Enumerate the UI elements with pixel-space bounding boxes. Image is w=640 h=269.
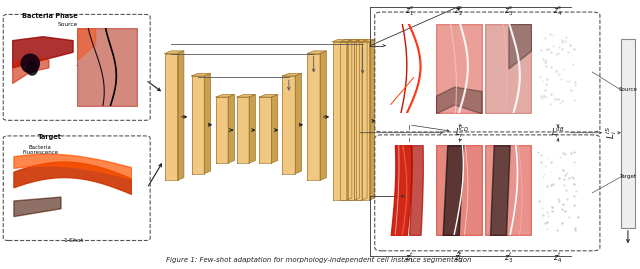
Polygon shape xyxy=(216,94,234,97)
Text: 1-Shot: 1-Shot xyxy=(63,238,84,243)
Text: $L_i^{CD}$: $L_i^{CD}$ xyxy=(454,125,469,140)
Text: $L_i^{CB}$: $L_i^{CB}$ xyxy=(551,125,565,140)
Polygon shape xyxy=(259,94,278,97)
Polygon shape xyxy=(216,97,228,163)
Polygon shape xyxy=(356,42,370,200)
Polygon shape xyxy=(370,40,375,200)
Polygon shape xyxy=(295,73,301,174)
Polygon shape xyxy=(307,54,320,180)
Polygon shape xyxy=(333,40,352,42)
Polygon shape xyxy=(282,76,295,174)
FancyBboxPatch shape xyxy=(621,39,635,228)
Text: Source: Source xyxy=(618,87,637,93)
Text: $z_3^s$: $z_3^s$ xyxy=(504,5,513,18)
Text: $z_1^t$: $z_1^t$ xyxy=(404,250,413,265)
Polygon shape xyxy=(355,40,360,200)
Polygon shape xyxy=(191,73,211,76)
Text: Source: Source xyxy=(58,22,77,27)
Polygon shape xyxy=(282,73,301,76)
Polygon shape xyxy=(333,42,347,200)
Polygon shape xyxy=(362,40,367,200)
Polygon shape xyxy=(348,40,367,42)
Polygon shape xyxy=(204,73,211,174)
Text: Target: Target xyxy=(620,174,636,179)
Polygon shape xyxy=(191,76,204,174)
Polygon shape xyxy=(348,42,362,200)
Polygon shape xyxy=(340,42,355,200)
Polygon shape xyxy=(237,94,255,97)
Text: $z_1^s$: $z_1^s$ xyxy=(404,5,413,18)
Text: $L_i^{IS}$: $L_i^{IS}$ xyxy=(604,126,619,139)
Polygon shape xyxy=(165,51,184,54)
Polygon shape xyxy=(340,40,360,42)
Polygon shape xyxy=(356,40,375,42)
Polygon shape xyxy=(347,40,352,200)
Text: Bacteria
Fluorescence: Bacteria Fluorescence xyxy=(22,145,58,155)
Text: Bacteria Phase: Bacteria Phase xyxy=(22,13,78,19)
Polygon shape xyxy=(165,54,177,180)
Text: Target: Target xyxy=(38,134,62,140)
Text: Figure 1: Few-shot adaptation for morphology-independent cell instance segmentat: Figure 1: Few-shot adaptation for morpho… xyxy=(166,257,472,263)
Text: $z_4^s$: $z_4^s$ xyxy=(554,5,563,18)
Polygon shape xyxy=(271,94,278,163)
Polygon shape xyxy=(228,94,234,163)
Text: $z_2^s$: $z_2^s$ xyxy=(454,5,463,18)
Polygon shape xyxy=(259,97,271,163)
Polygon shape xyxy=(307,51,326,54)
Polygon shape xyxy=(177,51,184,180)
Polygon shape xyxy=(320,51,326,180)
Polygon shape xyxy=(237,97,249,163)
Polygon shape xyxy=(249,94,255,163)
Text: $z_4^t$: $z_4^t$ xyxy=(554,250,563,265)
Text: $z_2^t$: $z_2^t$ xyxy=(454,250,463,265)
Text: $z_3^t$: $z_3^t$ xyxy=(504,250,513,265)
